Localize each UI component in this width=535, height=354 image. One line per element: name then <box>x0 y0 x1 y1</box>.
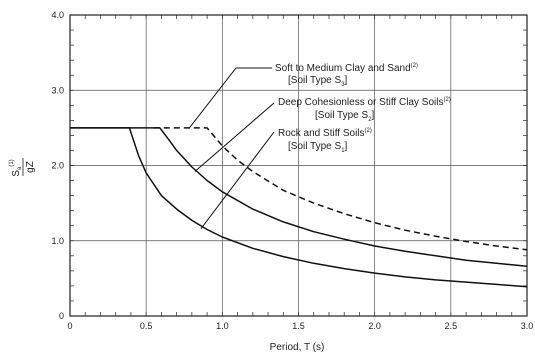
y-label-main: S <box>11 170 22 177</box>
y-tick-label: 3.0 <box>51 85 64 95</box>
y-tick-label: 4.0 <box>51 10 64 20</box>
annotation-soft-clay-sup: (2) <box>411 63 418 69</box>
y-label-sub: a <box>17 166 23 170</box>
y-label-denominator: gZ <box>25 161 36 173</box>
annotations: Soft to Medium Clay and Sand(2) [Soil Ty… <box>275 63 451 154</box>
annotation-soft-clay-close: ] <box>345 75 348 86</box>
y-axis-label: Sa(1) gZ <box>9 158 36 177</box>
annotation-soft-clay-text: Soft to Medium Clay and Sand <box>275 63 411 74</box>
y-tick-labels: 0 1.0 2.0 3.0 4.0 <box>51 10 64 321</box>
x-axis-label: Period, T (s) <box>270 342 325 353</box>
annotation-deep-line1: Deep Cohesionless or Stiff Clay Soils(2) <box>278 97 451 108</box>
annotation-rock-type: [Soil Type S <box>288 141 342 152</box>
plot-frame <box>69 14 528 317</box>
annotation-deep-text: Deep Cohesionless or Stiff Clay Soils <box>278 97 443 108</box>
annotation-rock-sup: (2) <box>365 128 372 134</box>
annotation-rock-sub: 1 <box>341 148 345 154</box>
x-tick-label: 0.5 <box>140 321 153 331</box>
annotation-deep-sub: 2 <box>368 117 372 123</box>
y-tick-label: 2.0 <box>51 161 64 171</box>
annotation-soft-clay-sub: 3 <box>341 82 345 88</box>
annotation-soft-clay-type: [Soil Type S <box>288 75 342 86</box>
x-tick-label: 1.0 <box>216 321 229 331</box>
series-group <box>70 127 528 288</box>
x-tick-labels: 0 0.5 1.0 1.5 2.0 2.5 3.0 <box>67 321 533 331</box>
x-tick-label: 1.5 <box>292 321 305 331</box>
annotation-deep-sup: (2) <box>443 97 450 103</box>
x-tick-label: 2.0 <box>368 321 381 331</box>
series-line-1 <box>70 127 528 288</box>
annotation-soft-clay-line1: Soft to Medium Clay and Sand(2) <box>275 63 418 74</box>
annotation-leaders <box>188 67 275 230</box>
annotation-soft-clay-line2: [Soil Type S3] <box>288 75 348 88</box>
leader-soft-clay <box>188 67 272 129</box>
grid <box>69 14 528 317</box>
annotation-deep-line2: [Soil Type S2] <box>315 110 375 123</box>
series-line-2 <box>70 127 528 268</box>
svg-text:Sa(1): Sa(1) <box>9 159 23 176</box>
annotation-rock-line2: [Soil Type S1] <box>288 141 348 154</box>
annotation-deep-type: [Soil Type S <box>315 110 369 121</box>
leader-rock-stiff <box>200 131 275 230</box>
annotation-rock-text: Rock and Stiff Soils <box>278 128 365 139</box>
x-tick-label: 3.0 <box>521 321 534 331</box>
y-tick-label: 1.0 <box>51 236 64 246</box>
annotation-rock-close: ] <box>345 141 348 152</box>
annotation-rock-line1: Rock and Stiff Soils(2) <box>278 128 372 139</box>
y-tick-label: 0 <box>59 311 64 321</box>
series-line-3 <box>153 127 528 251</box>
x-tick-label: 0 <box>67 321 72 331</box>
x-tick-label: 2.5 <box>445 321 458 331</box>
annotation-deep-close: ] <box>372 110 375 121</box>
leader-deep-cohesionless <box>194 102 275 172</box>
y-label-sup: (1) <box>9 159 15 166</box>
